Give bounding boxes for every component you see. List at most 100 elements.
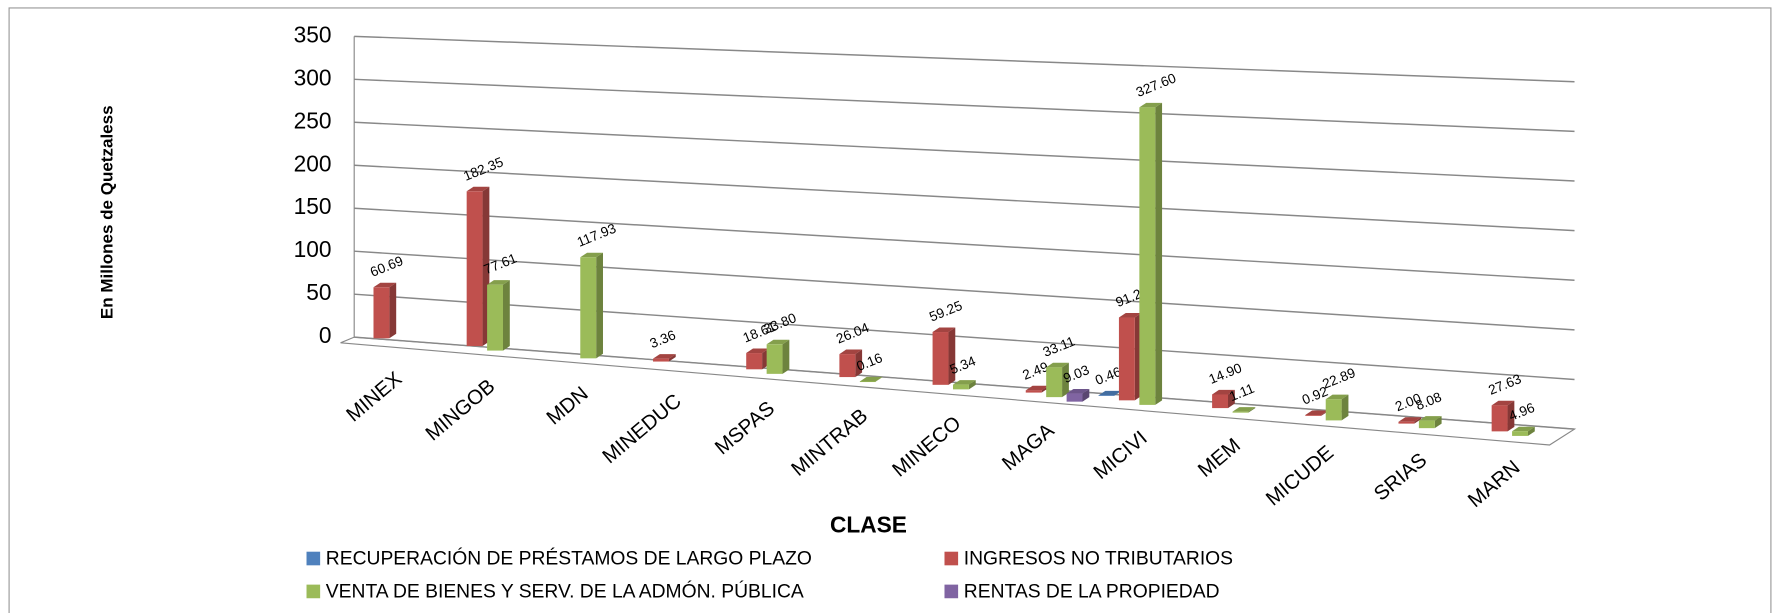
bar-top [766,339,790,345]
bar-side [389,282,397,339]
bar-front [1305,415,1322,416]
bar [1066,389,1090,402]
bar-top [746,348,769,354]
legend-swatch [944,551,959,566]
legend-label: RENTAS DE LA PROPIEDAD [964,582,1220,603]
bar [653,354,676,362]
grid-line [354,35,1575,83]
bar [1212,389,1235,409]
bar-side [855,349,863,378]
bar-side [1527,426,1535,436]
bar-side [668,354,676,362]
bar-side [782,339,790,374]
bar-front [1098,395,1115,396]
bar-top [487,280,510,285]
y-tick-label: 350 [294,21,332,47]
bar-side [1248,407,1256,413]
bar [1398,417,1422,424]
y-tick-label: 150 [294,193,332,219]
bar-top [932,327,956,333]
bar-front [1025,390,1042,393]
bar-top [1398,417,1422,422]
bar-top [1232,407,1256,412]
bar-front [653,358,669,362]
bar-front [859,381,876,383]
grid-line [354,207,1575,281]
bar [373,282,397,339]
y-tick-label: 250 [294,107,332,133]
y-tick-label: 100 [294,236,332,262]
bar-front [1418,420,1435,429]
bar-top [1139,102,1163,108]
bar-side [968,380,976,390]
bar-top [1491,400,1515,406]
bar [1046,362,1069,398]
bar-front [1491,405,1508,432]
bar-side [1507,400,1515,432]
bar-front [580,257,597,359]
bar-side [596,252,603,359]
bar-top [653,354,676,359]
bar [1232,407,1256,413]
chart-border [8,7,1772,613]
bar-top [1325,394,1349,400]
bar [487,280,510,351]
bar-front [932,332,949,385]
legend-swatch [306,584,321,599]
bar [1418,416,1442,429]
grid-line [354,293,1575,381]
y-tick-label: 50 [306,279,331,305]
bar-side [1155,102,1163,405]
y-axis-label: En Millones de Quetzaless [97,105,116,319]
bar-front [766,344,783,374]
bar-top [580,252,603,258]
bar-front [1398,421,1415,424]
bar [1118,312,1142,401]
bar-front [1512,431,1528,436]
bar-side [1228,389,1235,409]
bar [766,339,790,374]
legend-label: RECUPERACIÓN DE PRÉSTAMOS DE LARGO PLAZO [326,547,812,570]
bar-side [502,280,510,351]
bar [746,348,769,370]
bar-top [1305,410,1328,416]
bar [839,349,863,378]
bar [932,327,956,385]
legend-swatch [944,584,959,599]
bar-top [1418,416,1442,421]
bar-front [953,384,969,390]
bar [1491,400,1515,432]
bar [859,376,883,383]
bar-side [948,327,956,385]
bar-side [1434,416,1442,429]
bar [1139,102,1163,405]
bar-side [1082,389,1090,402]
bar-front [373,287,390,339]
bar-front [1325,399,1342,421]
x-axis-label: CLASE [830,512,907,538]
bar [1325,394,1349,421]
bar-side [1062,362,1069,398]
bar-front [1212,394,1229,409]
bar-front [1046,367,1063,398]
bar-front [1066,393,1083,402]
bar-front [1118,317,1135,401]
grid-line [354,121,1575,182]
bar-top [1098,390,1122,396]
y-tick-label: 200 [294,150,332,176]
bar-front [487,284,503,351]
bar-front [746,353,763,370]
bar-top [839,349,863,355]
bar-top [373,282,397,288]
bar [580,252,603,359]
grid-line [354,78,1575,133]
legend-swatch [306,551,321,566]
bar-top [1025,385,1049,391]
bar-top [1046,362,1069,368]
bar-front [1232,411,1249,413]
bar-front [839,354,856,378]
bar-top [859,376,883,382]
bar-side [1341,394,1349,421]
bar-top [1066,389,1090,394]
